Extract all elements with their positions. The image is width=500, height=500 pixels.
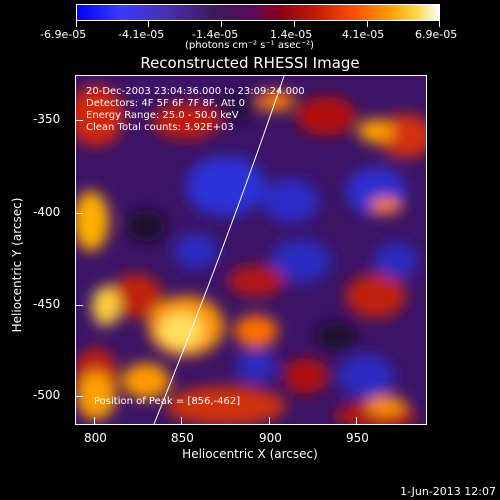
overlay-energy-range: Energy Range: 25.0 - 50.0 keV — [86, 110, 239, 121]
rhessi-image-map — [76, 76, 426, 424]
x-tick — [94, 417, 95, 425]
plot-title: Reconstructed RHESSI Image — [140, 54, 360, 72]
colorbar-tick-label: 4.1e-05 — [342, 28, 385, 41]
overlay-time-range: 20-Dec-2003 23:04:36.000 to 23:09:24.000 — [86, 86, 305, 97]
y-tick — [75, 305, 83, 306]
x-tick — [181, 417, 182, 425]
x-tick-label: 850 — [171, 431, 194, 445]
x-tick-label: 900 — [259, 431, 282, 445]
y-tick-label: -500 — [33, 388, 61, 402]
colorbar-tick — [221, 21, 222, 27]
y-axis-label: Heliocentric Y (arcsec) — [10, 197, 24, 333]
x-tick — [356, 417, 357, 425]
y-tick — [75, 396, 83, 397]
colorbar-tick-label: 6.9e-05 — [415, 28, 458, 41]
footer-date: 1-Jun-2013 12:07 — [400, 485, 496, 498]
colorbar-tick — [76, 21, 77, 27]
colorbar-tick-label: -4.1e-05 — [118, 28, 165, 41]
colorbar-tick-label: 1.4e-05 — [270, 28, 313, 41]
colorbar-unit-label: (photons cm⁻² s⁻¹ asec⁻²) — [185, 40, 315, 51]
overlay-peak-position: Position of Peak = [856,-462] — [94, 396, 241, 407]
x-tick-label: 800 — [84, 431, 107, 445]
y-tick — [75, 213, 83, 214]
colorbar-tick-label: -1.4e-05 — [192, 28, 239, 41]
colorbar-tick-label: -6.9e-05 — [40, 28, 87, 41]
colorbar — [76, 4, 440, 21]
x-tick — [269, 417, 270, 425]
colorbar-tick — [439, 21, 440, 27]
overlay-counts: Clean Total counts: 3.92E+03 — [86, 122, 234, 133]
x-tick-label: 950 — [346, 431, 369, 445]
y-tick-label: -350 — [33, 112, 61, 126]
y-tick-label: -400 — [33, 205, 61, 219]
rhessi-image: 20-Dec-2003 23:04:36.000 to 23:09:24.000… — [75, 75, 427, 425]
colorbar-tick — [148, 21, 149, 27]
colorbar-tick — [294, 21, 295, 27]
solar-limb-line — [153, 76, 285, 424]
colorbar-tick — [367, 21, 368, 27]
y-tick-label: -450 — [33, 297, 61, 311]
x-axis-label: Heliocentric X (arcsec) — [182, 447, 318, 461]
y-tick — [75, 120, 83, 121]
overlay-detectors: Detectors: 4F 5F 6F 7F 8F, Att 0 — [86, 98, 246, 109]
